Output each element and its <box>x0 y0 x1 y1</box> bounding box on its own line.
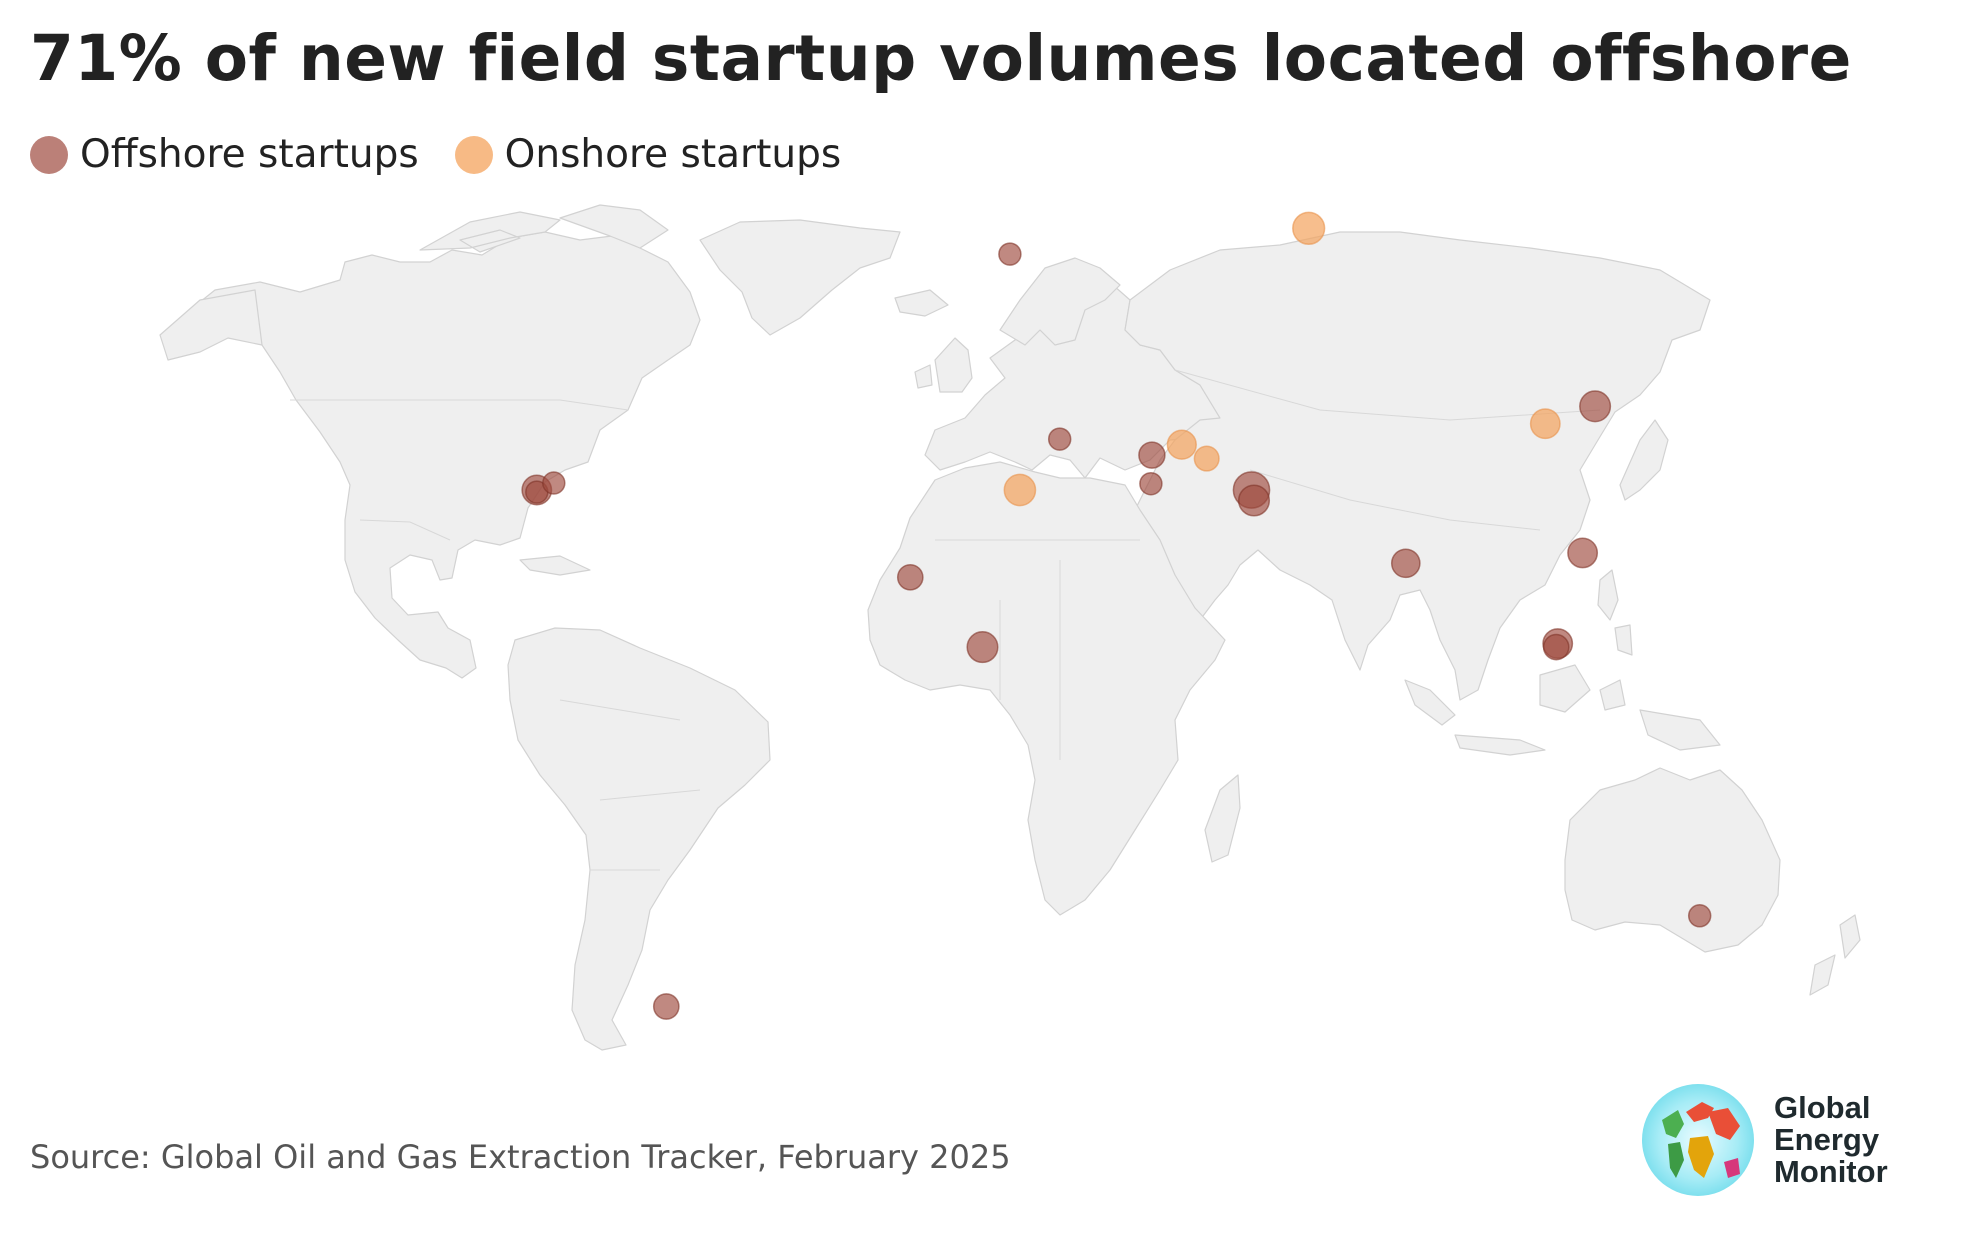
offshore-startup-bubble <box>1687 904 1712 928</box>
canadian-arctic-islands <box>419 204 669 253</box>
gem-logo: Global Energy Monitor <box>1640 1082 1888 1198</box>
offshore-startup-bubble <box>1579 390 1612 423</box>
legend-item-offshore: Offshore startups <box>30 132 419 177</box>
offshore-startup-bubble <box>1139 471 1163 496</box>
offshore-startup-bubble <box>966 631 999 664</box>
border-us-canada <box>290 399 629 411</box>
legend-label-offshore: Offshore startups <box>80 132 419 177</box>
offshore-startup-bubble <box>1237 484 1271 517</box>
source-note: Source: Global Oil and Gas Extraction Tr… <box>30 1138 1011 1176</box>
land-layer <box>159 204 1861 1051</box>
alaska-landmass <box>159 289 263 361</box>
onshore-startup-bubble <box>1529 408 1561 440</box>
onshore-startup-bubble <box>1166 429 1197 460</box>
madagascar-landmass <box>1204 774 1241 863</box>
legend-label-onshore: Onshore startups <box>504 132 842 177</box>
offshore-startup-bubble <box>1542 633 1570 661</box>
onshore-swatch-icon <box>454 135 493 174</box>
britain-landmass <box>914 337 973 393</box>
border-africa-mid <box>999 560 1061 760</box>
logo-wordmark: Global Energy Monitor <box>1774 1092 1888 1188</box>
philippines-landmass <box>1597 569 1633 656</box>
country-borders <box>290 369 1601 871</box>
logo-line-2: Energy <box>1774 1122 1880 1157</box>
offshore-startup-bubble <box>1390 548 1421 579</box>
page-title: 71% of new field startup volumes located… <box>30 22 1852 95</box>
scandinavia-landmass <box>999 257 1121 346</box>
border-asia-south <box>1249 469 1541 531</box>
legend-item-onshore: Onshore startups <box>454 132 842 177</box>
border-south-america <box>559 699 701 871</box>
border-us-mexico <box>359 519 451 541</box>
legend: Offshore startups Onshore startups <box>30 132 877 177</box>
startup-bubbles <box>521 211 1712 1020</box>
logo-line-3: Monitor <box>1774 1154 1888 1189</box>
africa-landmass <box>867 461 1226 916</box>
new-zealand-landmass <box>1809 914 1861 996</box>
globe-logo-icon <box>1642 1084 1754 1196</box>
australia-landmass <box>1564 767 1781 953</box>
iceland-landmass <box>894 289 949 317</box>
onshore-startup-bubble <box>1292 211 1326 245</box>
south-america-landmass <box>507 627 771 1051</box>
offshore-startup-bubble <box>896 563 924 591</box>
offshore-swatch-icon <box>30 135 68 174</box>
cuba-landmass <box>519 555 591 576</box>
offshore-startup-bubble <box>1047 427 1072 451</box>
offshore-startup-bubble <box>1138 441 1166 469</box>
logo-line-1: Global <box>1774 1090 1871 1125</box>
indonesia-landmass <box>1404 664 1721 756</box>
border-asia-russia <box>1174 369 1601 421</box>
onshore-startup-bubble <box>1193 445 1220 472</box>
greenland-landmass <box>699 219 901 336</box>
north-america-landmass <box>179 231 701 679</box>
offshore-startup-bubble <box>1567 537 1599 569</box>
offshore-startup-bubble <box>652 993 680 1020</box>
offshore-startup-bubble <box>998 242 1022 266</box>
offshore-startup-bubble <box>542 471 566 495</box>
onshore-startup-bubble <box>1003 473 1037 507</box>
japan-landmass <box>1619 419 1669 501</box>
